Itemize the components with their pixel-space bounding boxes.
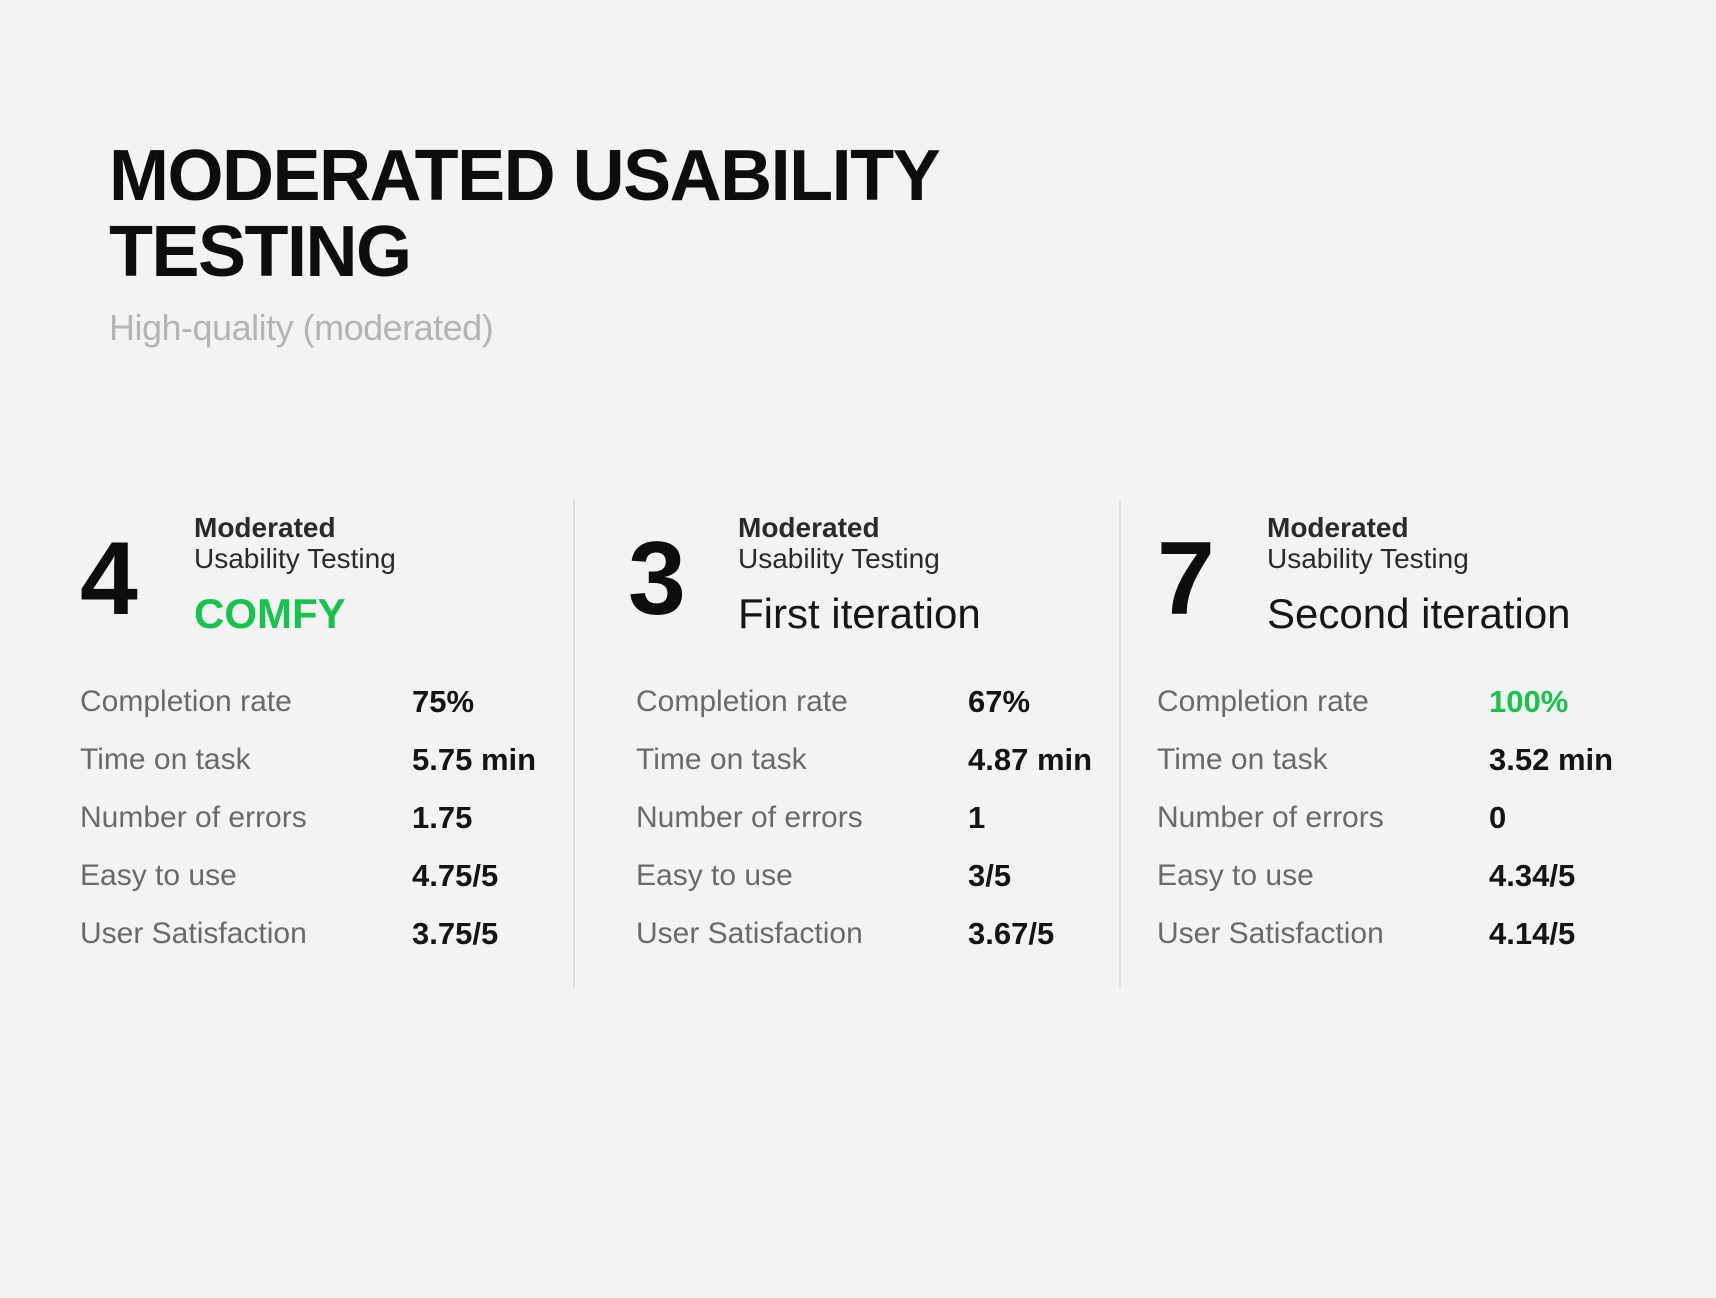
card-variant-title: Second iteration — [1267, 590, 1571, 637]
result-card-comfy: 4 Moderated Usability Testing COMFY Comp… — [80, 500, 560, 987]
metric-label: Number of errors — [80, 801, 307, 834]
metric-value: 3.52 min — [1489, 742, 1614, 777]
metric-value: 75% — [412, 684, 475, 719]
metric-label: Easy to use — [636, 859, 793, 892]
metric-value: 1.75 — [412, 800, 473, 835]
metric-row: User Satisfaction 3.67/5 — [636, 912, 1106, 970]
metric-label: Easy to use — [1157, 859, 1314, 892]
participant-count: 7 — [1157, 521, 1215, 637]
page-title-line-1: MODERATED USABILITY — [109, 136, 941, 216]
metric-label: Time on task — [80, 743, 251, 776]
metric-row: Completion rate 67% — [636, 680, 1106, 738]
metrics-list: Completion rate 67% Time on task 4.87 mi… — [636, 680, 1106, 970]
metric-row: Number of errors 1.75 — [80, 796, 550, 854]
card-kicker-sub: Usability Testing — [738, 543, 940, 574]
metric-value: 4.34/5 — [1489, 858, 1576, 893]
metrics-list: Completion rate 100% Time on task 3.52 m… — [1157, 680, 1627, 970]
page-title-line-2: TESTING — [109, 212, 412, 292]
card-variant-title: COMFY — [194, 590, 346, 637]
card-kicker: Moderated — [1267, 512, 1409, 543]
metric-label: Number of errors — [1157, 801, 1384, 834]
metrics-list: Completion rate 75% Time on task 5.75 mi… — [80, 680, 550, 970]
metric-value: 3.75/5 — [412, 916, 499, 951]
metric-row: Time on task 4.87 min — [636, 738, 1106, 796]
metric-value: 0 — [1489, 800, 1507, 835]
metric-row: User Satisfaction 3.75/5 — [80, 912, 550, 970]
metric-row: Easy to use 4.34/5 — [1157, 854, 1627, 912]
metric-row: Easy to use 3/5 — [636, 854, 1106, 912]
metric-row: Easy to use 4.75/5 — [80, 854, 550, 912]
card-kicker-sub: Usability Testing — [1267, 543, 1469, 574]
card-kicker-sub: Usability Testing — [194, 543, 396, 574]
metric-value: 100% — [1489, 684, 1569, 719]
metric-label: Time on task — [1157, 743, 1328, 776]
participant-count: 4 — [80, 521, 138, 637]
metric-label: Completion rate — [636, 685, 848, 718]
metric-row: Completion rate 75% — [80, 680, 550, 738]
metric-label: User Satisfaction — [636, 917, 863, 950]
column-divider — [1119, 500, 1121, 987]
metric-row: Time on task 5.75 min — [80, 738, 550, 796]
card-kicker: Moderated — [738, 512, 880, 543]
result-card-first-iteration: 3 Moderated Usability Testing First iter… — [628, 500, 1108, 987]
metric-row: Time on task 3.52 min — [1157, 738, 1627, 796]
metric-value: 67% — [968, 684, 1031, 719]
metric-value: 4.75/5 — [412, 858, 499, 893]
page-subtitle: High-quality (moderated) — [109, 307, 494, 348]
metric-label: User Satisfaction — [1157, 917, 1384, 950]
page-title: MODERATED USABILITY TESTING — [109, 138, 1009, 290]
metric-value: 4.87 min — [968, 742, 1093, 777]
metric-value: 3.67/5 — [968, 916, 1055, 951]
metric-label: Number of errors — [636, 801, 863, 834]
metric-row: User Satisfaction 4.14/5 — [1157, 912, 1627, 970]
metric-row: Number of errors 1 — [636, 796, 1106, 854]
result-card-second-iteration: 7 Moderated Usability Testing Second ite… — [1157, 500, 1677, 987]
card-kicker: Moderated — [194, 512, 336, 543]
metric-value: 3/5 — [968, 858, 1012, 893]
metric-value: 5.75 min — [412, 742, 537, 777]
metric-row: Number of errors 0 — [1157, 796, 1627, 854]
metric-value: 4.14/5 — [1489, 916, 1576, 951]
column-divider — [573, 500, 575, 987]
metric-label: User Satisfaction — [80, 917, 307, 950]
participant-count: 3 — [628, 521, 686, 637]
metric-value: 1 — [968, 800, 986, 835]
card-variant-title: First iteration — [738, 590, 981, 637]
metric-row: Completion rate 100% — [1157, 680, 1627, 738]
metric-label: Time on task — [636, 743, 807, 776]
metric-label: Easy to use — [80, 859, 237, 892]
metric-label: Completion rate — [1157, 685, 1369, 718]
metric-label: Completion rate — [80, 685, 292, 718]
